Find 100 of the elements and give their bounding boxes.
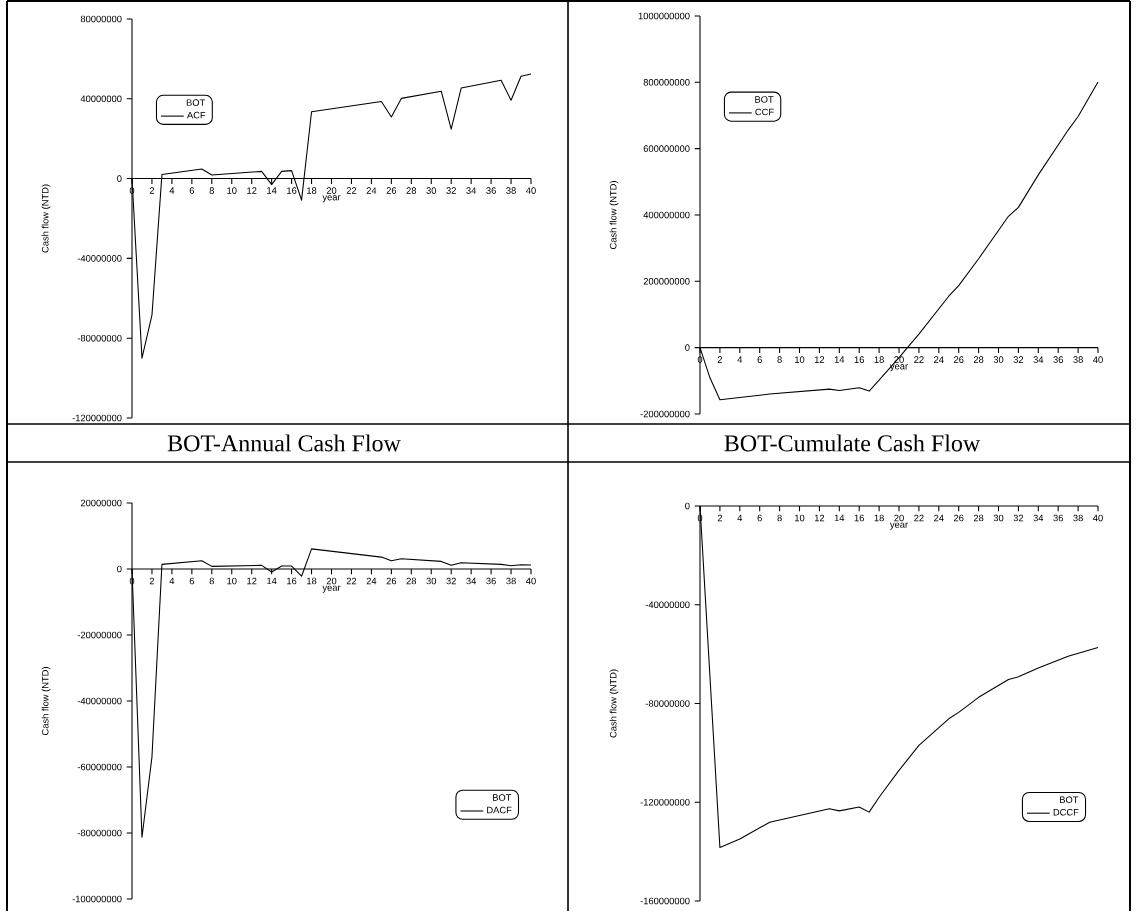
x-tick-label: 4 — [169, 187, 175, 194]
y-tick-label: 20000000 — [80, 499, 122, 507]
y-tick-label: 0 — [117, 565, 122, 573]
legend-title: BOT — [493, 794, 512, 801]
x-tick-label: 40 — [526, 187, 536, 194]
x-tick-label: 40 — [526, 577, 536, 585]
y-axis-title: Cash flow (NTD) — [41, 667, 51, 735]
x-tick-label: 34 — [466, 577, 477, 585]
x-tick-label: 28 — [973, 356, 984, 363]
x-tick-label: 2 — [717, 356, 723, 363]
x-tick-label: 24 — [366, 187, 377, 194]
x-tick-label: 22 — [346, 577, 357, 585]
x-tick-label: 10 — [227, 577, 237, 585]
x-tick-label: 6 — [189, 577, 195, 585]
x-tick-label: 18 — [307, 187, 317, 194]
x-tick-label: 22 — [346, 187, 357, 194]
legend-label: DACF — [487, 806, 512, 814]
y-tick-label: 40000000 — [80, 95, 122, 103]
x-tick-label: 8 — [209, 187, 214, 194]
x-tick-label: 22 — [914, 514, 924, 522]
x-tick-label: 20 — [894, 514, 904, 522]
x-tick-label: 12 — [814, 356, 825, 363]
x-tick-label: 18 — [874, 356, 884, 363]
y-tick-label: -40000000 — [77, 255, 122, 262]
x-tick-label: 34 — [466, 187, 477, 194]
y-tick-label: -80000000 — [77, 334, 122, 342]
x-tick-label: 2 — [717, 514, 723, 522]
x-tick-label: 12 — [247, 577, 257, 585]
x-tick-label: 4 — [169, 577, 175, 585]
y-tick-label: -40000000 — [77, 697, 122, 705]
x-axis-title: year — [322, 585, 341, 593]
x-tick-label: 16 — [854, 356, 864, 363]
x-tick-label: 26 — [953, 514, 964, 522]
x-axis-title: year — [322, 195, 341, 203]
x-tick-label: 30 — [426, 187, 437, 194]
legend-label: CCF — [755, 108, 774, 116]
legend-title: BOT — [755, 96, 774, 103]
x-tick-label: 4 — [737, 514, 743, 522]
x-tick-label: 30 — [426, 577, 437, 585]
x-tick-label: 36 — [486, 577, 496, 585]
x-tick-label: 12 — [814, 514, 825, 522]
x-tick-label: 36 — [486, 187, 496, 194]
x-tick-label: 26 — [386, 187, 397, 194]
x-tick-label: 38 — [1073, 514, 1083, 522]
x-tick-label: 6 — [757, 356, 762, 363]
x-tick-label: 28 — [406, 187, 417, 194]
y-tick-label: -100000000 — [72, 895, 122, 903]
y-tick-label: -80000000 — [77, 829, 122, 837]
x-tick-label: 2 — [149, 577, 155, 585]
y-tick-label: -80000000 — [645, 700, 690, 707]
x-tick-label: 2 — [149, 187, 155, 194]
x-tick-label: 0 — [697, 356, 703, 363]
x-tick-label: 38 — [506, 577, 516, 585]
x-tick-label: 8 — [777, 356, 782, 363]
x-tick-label: 22 — [914, 356, 924, 363]
y-tick-label: -60000000 — [77, 763, 122, 771]
x-tick-label: 18 — [874, 514, 884, 522]
y-tick-label: 80000000 — [80, 15, 122, 23]
x-tick-label: 36 — [1053, 356, 1063, 363]
y-tick-label: 0 — [685, 502, 690, 510]
x-tick-label: 34 — [1033, 514, 1044, 522]
legend-label: DCCF — [1053, 808, 1079, 816]
x-tick-label: 36 — [1053, 514, 1063, 522]
x-tick-label: 8 — [777, 514, 782, 522]
y-tick-label: 600000000 — [643, 145, 690, 152]
x-tick-label: 28 — [406, 577, 417, 585]
y-tick-label: -120000000 — [72, 414, 122, 422]
y-tick-label: 200000000 — [643, 278, 690, 285]
legend-title: BOT — [1060, 796, 1079, 804]
x-tick-label: 32 — [1013, 356, 1024, 363]
x-tick-label: 10 — [795, 514, 805, 522]
legend-title: BOT — [186, 99, 206, 106]
x-tick-label: 4 — [737, 356, 743, 363]
x-tick-label: 32 — [446, 187, 456, 194]
x-tick-label: 20 — [326, 187, 337, 194]
y-axis-title: Cash flow (NTD) — [41, 184, 51, 253]
x-tick-label: 24 — [366, 577, 377, 585]
x-tick-label: 8 — [209, 577, 214, 585]
x-tick-label: 16 — [854, 514, 864, 522]
x-tick-label: 16 — [287, 187, 297, 194]
x-axis-title: year — [889, 364, 908, 372]
x-tick-label: 14 — [267, 187, 277, 194]
y-tick-label: -20000000 — [77, 631, 122, 639]
x-tick-label: 40 — [1093, 514, 1103, 522]
x-tick-label: 14 — [267, 577, 277, 585]
x-tick-label: 26 — [386, 577, 397, 585]
y-axis-title: Cash flow (NTD) — [609, 181, 619, 249]
y-tick-label: 1000000000 — [638, 12, 690, 20]
x-tick-label: 10 — [795, 356, 805, 363]
legend-label: ACF — [186, 111, 206, 119]
y-tick-label: 800000000 — [643, 79, 690, 86]
y-tick-label: -40000000 — [645, 601, 690, 609]
x-tick-label: 24 — [934, 514, 944, 522]
x-tick-label: 32 — [446, 577, 456, 585]
x-tick-label: 6 — [757, 514, 762, 522]
x-tick-label: 6 — [189, 187, 195, 194]
y-axis-title: Cash flow (NTD) — [609, 669, 619, 738]
x-tick-label: 38 — [506, 187, 516, 194]
x-tick-label: 30 — [993, 514, 1004, 522]
y-tick-label: -200000000 — [640, 410, 690, 418]
